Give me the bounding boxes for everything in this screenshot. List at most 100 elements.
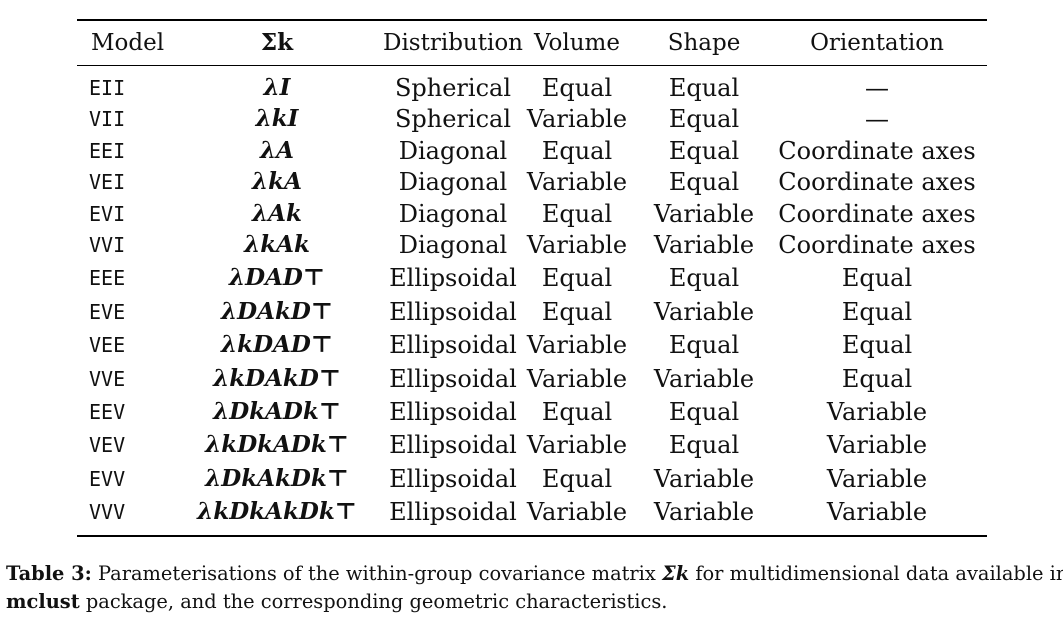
cell-shape: Equal [668, 137, 740, 165]
cell-sigma: λkAk [244, 231, 310, 258]
cell-sigma: λkDkADk⊤ [205, 431, 349, 458]
cell-distribution: Diagonal [398, 168, 508, 196]
header-model: Model [91, 30, 165, 56]
cell-volume: Equal [541, 465, 613, 493]
cell-volume: Equal [541, 74, 613, 102]
header-volume: Volume [534, 30, 620, 56]
cell-orientation: — [865, 105, 889, 133]
table-row: EEV λDkADk⊤ Ellipsoidal Equal Equal Vari… [77, 396, 987, 428]
caption-symbol: Σk [662, 562, 690, 585]
cell-shape: Equal [668, 431, 740, 459]
caption-label: Table 3: [6, 562, 92, 585]
cell-orientation: Equal [841, 264, 913, 292]
cell-orientation: Coordinate axes [778, 137, 976, 165]
cell-shape: Variable [653, 498, 755, 526]
cell-shape: Equal [668, 74, 740, 102]
cell-volume: Equal [541, 398, 613, 426]
table-row: VII λkI Spherical Variable Equal — [77, 103, 987, 135]
cell-sigma: λkDkAkDk⊤ [197, 498, 357, 525]
table-row: EVE λDAkD⊤ Ellipsoidal Equal Variable Eq… [77, 296, 987, 328]
cell-distribution: Ellipsoidal [389, 465, 517, 493]
table-row: EEE λDAD⊤ Ellipsoidal Equal Equal Equal [77, 262, 987, 294]
cell-volume: Variable [526, 498, 628, 526]
table-header-rule [77, 65, 987, 66]
cell-model: EEV [89, 400, 126, 424]
cell-orientation: Equal [841, 331, 913, 359]
cell-model: EVV [89, 467, 126, 491]
cell-volume: Equal [541, 264, 613, 292]
header-sigma: Σk [260, 29, 294, 56]
cell-model: EVI [89, 202, 126, 226]
header-shape: Shape [667, 30, 741, 56]
cell-distribution: Ellipsoidal [389, 331, 517, 359]
cell-distribution: Ellipsoidal [389, 498, 517, 526]
header-distribution: Distribution [383, 30, 523, 56]
cell-model: EEE [89, 266, 126, 290]
cell-sigma: λDAkD⊤ [221, 298, 333, 325]
cell-volume: Equal [541, 200, 613, 228]
cell-shape: Variable [653, 365, 755, 393]
cell-volume: Variable [526, 365, 628, 393]
cell-sigma: λDkADk⊤ [213, 398, 341, 425]
cell-sigma: λDkAkDk⊤ [205, 465, 349, 492]
cell-shape: Variable [653, 231, 755, 259]
table-row: EEI λA Diagonal Equal Equal Coordinate a… [77, 135, 987, 167]
cell-model: VEV [89, 433, 126, 457]
cell-volume: Variable [526, 231, 628, 259]
cell-orientation: Variable [826, 431, 928, 459]
cell-sigma: λkA [252, 168, 302, 195]
cell-shape: Variable [653, 298, 755, 326]
cell-distribution: Diagonal [398, 231, 508, 259]
caption-package: mclust [6, 590, 80, 613]
table-row: VVV λkDkAkDk⊤ Ellipsoidal Variable Varia… [77, 496, 987, 528]
table-row: VVI λkAk Diagonal Variable Variable Coor… [77, 229, 987, 261]
cell-orientation: — [865, 74, 889, 102]
table-row: VEV λkDkADk⊤ Ellipsoidal Variable Equal … [77, 429, 987, 461]
cell-shape: Equal [668, 168, 740, 196]
table-caption: Table 3: Parameterisations of the within… [6, 560, 1063, 616]
cell-volume: Equal [541, 298, 613, 326]
cell-sigma: λkI [255, 105, 299, 132]
cell-distribution: Spherical [394, 74, 512, 102]
cell-sigma: λkDAD⊤ [221, 331, 333, 358]
cell-shape: Equal [668, 398, 740, 426]
cell-sigma: λDAD⊤ [229, 264, 325, 291]
cell-model: VII [89, 107, 126, 131]
table-row: VEE λkDAD⊤ Ellipsoidal Variable Equal Eq… [77, 329, 987, 361]
cell-distribution: Ellipsoidal [389, 365, 517, 393]
cell-orientation: Equal [841, 365, 913, 393]
header-orientation: Orientation [810, 30, 944, 56]
cell-model: VVV [89, 500, 126, 524]
cell-orientation: Coordinate axes [778, 168, 976, 196]
cell-model: VVE [89, 367, 126, 391]
table-row: VEI λkA Diagonal Variable Equal Coordina… [77, 166, 987, 198]
cell-sigma: λkDAkD⊤ [213, 365, 341, 392]
cell-model: EII [89, 76, 126, 100]
caption-text-after: package, and the corresponding geometric… [85, 590, 668, 613]
cell-orientation: Coordinate axes [778, 231, 976, 259]
cell-distribution: Diagonal [398, 137, 508, 165]
table-row: EII λI Spherical Equal Equal — [77, 72, 987, 104]
cell-volume: Variable [526, 431, 628, 459]
cell-shape: Equal [668, 105, 740, 133]
cell-model: VEI [89, 170, 126, 194]
cell-shape: Variable [653, 200, 755, 228]
cell-orientation: Variable [826, 398, 928, 426]
cell-model: EEI [89, 139, 126, 163]
table-row: VVE λkDAkD⊤ Ellipsoidal Variable Variabl… [77, 363, 987, 395]
cell-distribution: Ellipsoidal [389, 431, 517, 459]
cell-orientation: Equal [841, 298, 913, 326]
cell-distribution: Ellipsoidal [389, 264, 517, 292]
cell-orientation: Variable [826, 465, 928, 493]
cell-shape: Equal [668, 331, 740, 359]
cell-sigma: λA [260, 137, 294, 164]
table-row: EVV λDkAkDk⊤ Ellipsoidal Equal Variable … [77, 463, 987, 495]
cell-shape: Equal [668, 264, 740, 292]
cell-distribution: Spherical [394, 105, 512, 133]
cell-volume: Variable [526, 331, 628, 359]
caption-text-middle: for multidimensional data available in t… [695, 562, 1063, 585]
cell-model: VEE [89, 333, 126, 357]
cell-model: VVI [89, 233, 126, 257]
table-row: EVI λAk Diagonal Equal Variable Coordina… [77, 198, 987, 230]
cell-volume: Equal [541, 137, 613, 165]
